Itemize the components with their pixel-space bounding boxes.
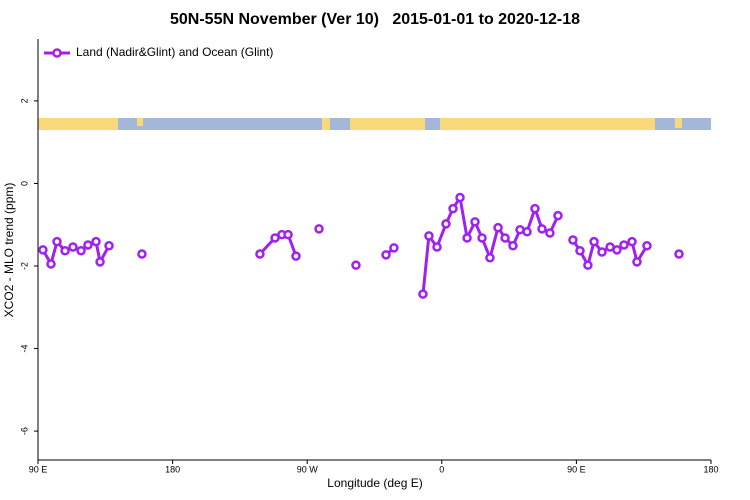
land-segment [675, 118, 682, 128]
data-point [448, 203, 458, 214]
data-point [424, 231, 434, 241]
data-point [283, 229, 293, 240]
data-point [255, 249, 265, 259]
data-point [76, 245, 86, 256]
data-point [642, 241, 652, 251]
data-point [137, 249, 147, 259]
y-tick-label: -4 [19, 345, 29, 353]
surface-mask [38, 118, 711, 130]
data-point [597, 247, 607, 257]
data-point [83, 240, 93, 250]
data-point [38, 245, 48, 255]
data-point [619, 240, 629, 250]
data-point [500, 233, 510, 243]
chart-title: 50N-55N November (Ver 10) 2015-01-01 to … [170, 11, 580, 28]
data-point [485, 253, 495, 263]
data-point [553, 210, 563, 221]
data-point [545, 228, 555, 238]
data-point [314, 224, 324, 234]
data-point [589, 236, 599, 247]
data-point [530, 203, 540, 214]
data-point [568, 235, 578, 245]
data-point [583, 260, 593, 270]
data-point [493, 222, 503, 233]
legend-label: Land (Nadir&Glint) and Ocean (Glint) [76, 45, 273, 59]
data-point [95, 257, 105, 267]
data-point [627, 236, 637, 247]
data-point [104, 241, 114, 251]
data-point [418, 289, 428, 299]
data-point [68, 242, 78, 252]
y-axis-label: XCO2 - MLO trend (ppm) [2, 183, 16, 318]
y-tick-label: 2 [19, 98, 29, 103]
x-tick-label: 90 E [567, 464, 586, 474]
data-point [612, 245, 622, 255]
data-point [351, 260, 361, 270]
land-segment [137, 118, 143, 126]
data-point [91, 236, 101, 247]
data-point [462, 233, 472, 243]
data-point [60, 245, 70, 256]
data-point [522, 227, 532, 237]
data-point [537, 224, 547, 234]
data-point [674, 249, 684, 259]
data-point [575, 245, 585, 256]
x-tick-label: 180 [165, 464, 180, 474]
legend-marker [52, 48, 62, 58]
land-segment [440, 118, 655, 130]
land-segment [38, 118, 118, 130]
x-tick-label: 180 [703, 464, 718, 474]
data-point [389, 243, 399, 253]
x-axis-label: Longitude (deg E) [327, 476, 422, 490]
y-tick-label: 0 [19, 181, 29, 186]
y-tick-label: -6 [19, 427, 29, 435]
data-point [46, 259, 56, 269]
y-tick-label: -2 [19, 262, 29, 270]
data-point [441, 219, 451, 229]
data-point [52, 236, 62, 247]
x-tick-label: 90 W [297, 464, 319, 474]
data-point [432, 242, 442, 252]
data-point [455, 192, 465, 203]
data-point [477, 233, 487, 243]
data-point [470, 217, 480, 227]
series-line [43, 198, 679, 295]
x-tick-label: 0 [439, 464, 444, 474]
data-point [508, 241, 518, 251]
data-point [381, 250, 391, 260]
data-point [291, 251, 301, 261]
land-segment [350, 118, 425, 130]
x-tick-label: 90 E [29, 464, 48, 474]
land-segment [322, 118, 330, 130]
data-point [632, 257, 642, 267]
